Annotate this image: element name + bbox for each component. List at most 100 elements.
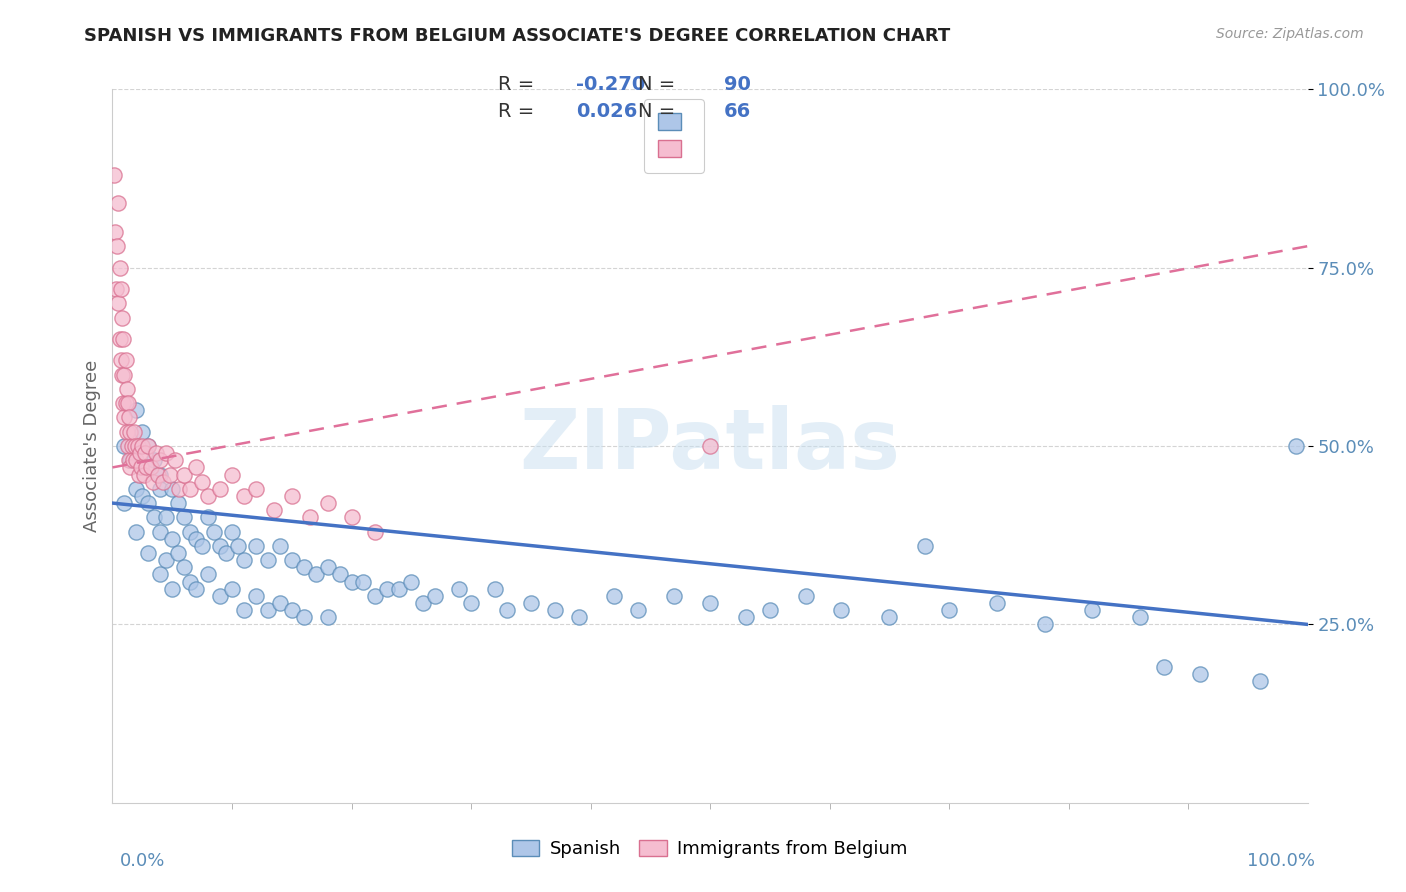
Point [191, 475, 214, 489]
Point [627, 603, 650, 617]
Point [340, 510, 363, 524]
Point [112, 332, 135, 346]
Point [179, 524, 201, 539]
Point [520, 596, 543, 610]
Text: ZIPatlas: ZIPatlas [520, 406, 900, 486]
Point [263, 503, 285, 517]
Point [257, 553, 280, 567]
Point [1129, 610, 1152, 624]
Point [316, 496, 339, 510]
Point [179, 574, 201, 589]
Point [186, 582, 208, 596]
Y-axis label: Associate's Degree: Associate's Degree [83, 359, 101, 533]
Point [191, 539, 214, 553]
Point [202, 524, 225, 539]
Point [125, 482, 148, 496]
Text: N =: N = [638, 102, 675, 121]
Point [129, 446, 152, 460]
Point [127, 439, 149, 453]
Point [1285, 439, 1308, 453]
Point [173, 510, 195, 524]
Point [169, 482, 191, 496]
Point [115, 425, 138, 439]
Point [155, 553, 177, 567]
Point [281, 603, 304, 617]
Point [167, 496, 190, 510]
Point [197, 489, 219, 503]
Point [108, 332, 131, 346]
Text: 100.0%: 100.0% [1247, 852, 1315, 870]
Point [197, 567, 219, 582]
Point [111, 310, 134, 325]
Point [143, 453, 166, 467]
Point [120, 425, 142, 439]
Point [914, 539, 936, 553]
Point [831, 603, 853, 617]
Point [125, 453, 148, 467]
Point [149, 567, 172, 582]
Point [104, 225, 127, 239]
Point [281, 489, 304, 503]
Point [412, 596, 434, 610]
Point [111, 368, 134, 382]
Point [122, 425, 145, 439]
Point [986, 596, 1008, 610]
Point [107, 196, 129, 211]
Text: R =: R = [498, 102, 534, 121]
Point [103, 168, 125, 182]
Text: R =: R = [498, 75, 534, 95]
Point [364, 589, 387, 603]
Point [221, 467, 243, 482]
Point [128, 467, 150, 482]
Point [209, 589, 232, 603]
Point [364, 524, 387, 539]
Point [245, 539, 267, 553]
Point [110, 353, 132, 368]
Point [155, 510, 177, 524]
Point [125, 524, 148, 539]
Point [699, 596, 721, 610]
Point [114, 496, 135, 510]
Point [138, 496, 160, 510]
Point [107, 296, 129, 310]
Point [179, 482, 201, 496]
Text: SPANISH VS IMMIGRANTS FROM BELGIUM ASSOCIATE'S DEGREE CORRELATION CHART: SPANISH VS IMMIGRANTS FROM BELGIUM ASSOC… [84, 27, 950, 45]
Point [233, 603, 256, 617]
Point [121, 439, 143, 453]
Point [173, 560, 195, 574]
Point [163, 453, 186, 467]
Point [233, 553, 256, 567]
Point [938, 603, 960, 617]
Text: 0.026: 0.026 [576, 102, 638, 121]
Point [124, 439, 146, 453]
Point [226, 539, 249, 553]
Point [134, 446, 156, 460]
Point [543, 603, 565, 617]
Point [149, 467, 172, 482]
Point [209, 539, 232, 553]
Point [149, 482, 172, 496]
Point [131, 489, 153, 503]
Point [794, 589, 817, 603]
Point [377, 582, 399, 596]
Point [118, 410, 141, 425]
Point [149, 524, 172, 539]
Point [112, 396, 135, 410]
Point [114, 396, 136, 410]
Point [257, 603, 280, 617]
Point [197, 510, 219, 524]
Point [316, 560, 339, 574]
Point [447, 582, 470, 596]
Point [425, 589, 447, 603]
Point [603, 589, 626, 603]
Point [215, 546, 238, 560]
Point [186, 532, 208, 546]
Point [138, 439, 160, 453]
Point [105, 282, 128, 296]
Point [1249, 674, 1271, 689]
Point [145, 446, 167, 460]
Point [496, 603, 519, 617]
Point [316, 610, 339, 624]
Point [221, 582, 243, 596]
Point [759, 603, 782, 617]
